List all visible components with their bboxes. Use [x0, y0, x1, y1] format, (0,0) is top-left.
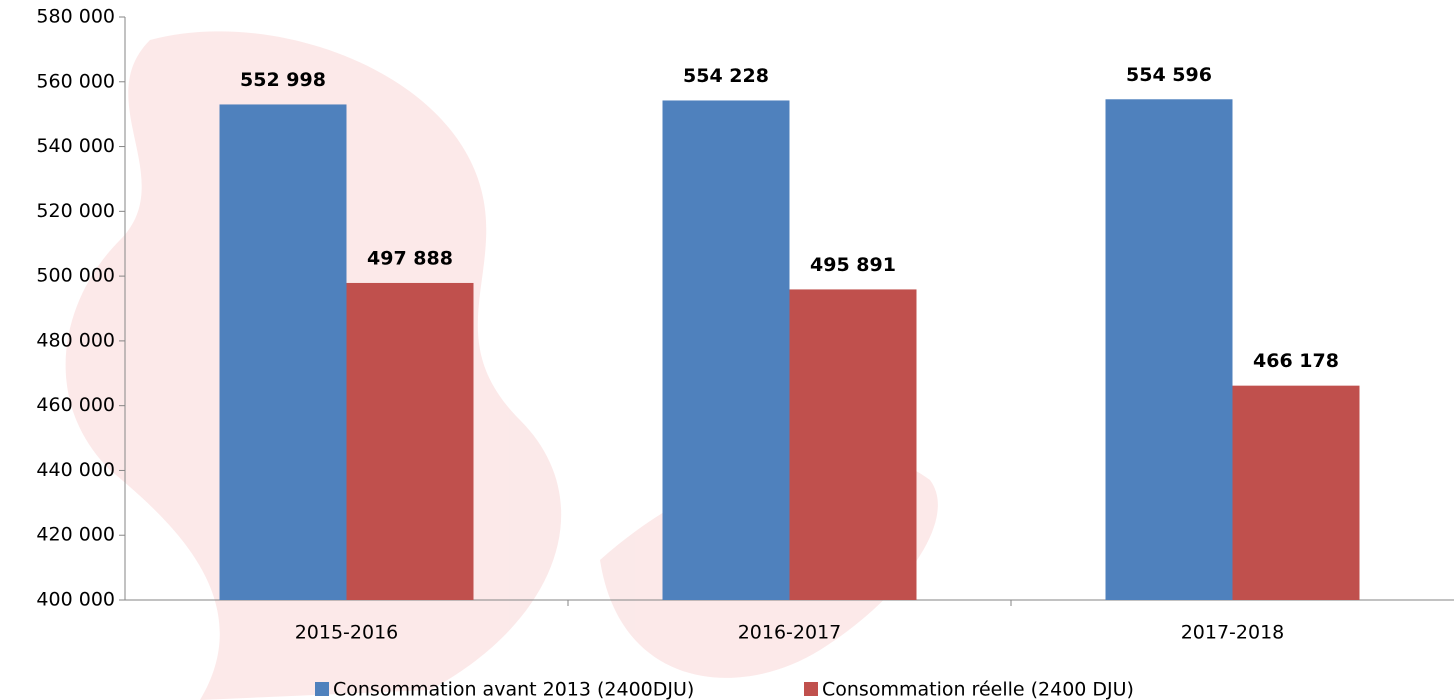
y-tick-label: 440 000: [36, 459, 115, 481]
value-label: 495 891: [810, 254, 896, 276]
legend-swatch: [315, 682, 329, 696]
value-label: 497 888: [367, 247, 453, 269]
y-tick-label: 400 000: [36, 589, 115, 611]
value-label: 554 228: [683, 65, 769, 87]
value-label: 554 596: [1126, 64, 1212, 86]
x-tick-label: 2016-2017: [738, 622, 842, 644]
x-tick-label: 2017-2018: [1181, 622, 1285, 644]
y-tick-label: 520 000: [36, 200, 115, 222]
legend-label: Consommation avant 2013 (2400DJU): [333, 679, 694, 700]
bar: [1105, 99, 1233, 600]
y-tick-label: 560 000: [36, 70, 115, 92]
bar: [662, 100, 790, 600]
y-tick-label: 480 000: [36, 329, 115, 351]
legend-label: Consommation réelle (2400 DJU): [822, 679, 1134, 700]
y-tick-label: 460 000: [36, 394, 115, 416]
value-label: 552 998: [240, 69, 326, 91]
x-tick-label: 2015-2016: [295, 622, 399, 644]
legend-swatch: [804, 682, 818, 696]
bar: [219, 104, 347, 600]
y-tick-label: 540 000: [36, 135, 115, 157]
bar: [789, 289, 917, 600]
bar: [346, 282, 474, 600]
y-tick-label: 420 000: [36, 524, 115, 546]
bar: [1232, 385, 1360, 600]
y-tick-label: 580 000: [36, 6, 115, 28]
y-tick-label: 500 000: [36, 265, 115, 287]
value-label: 466 178: [1253, 350, 1339, 372]
